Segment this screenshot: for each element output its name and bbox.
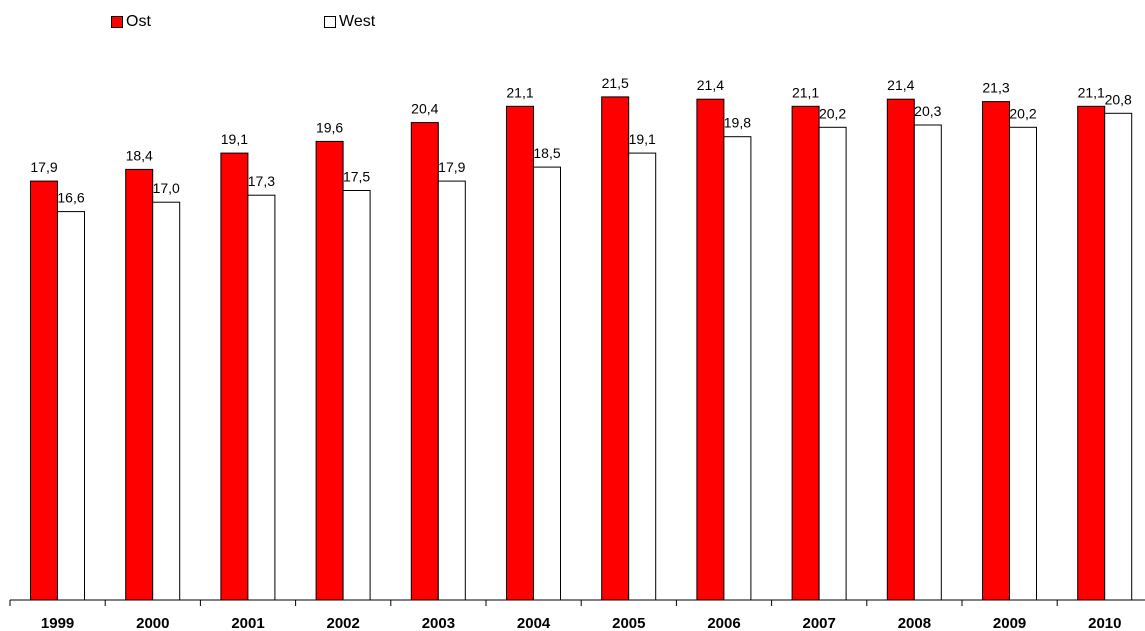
x-tick-label-2005: 2005 [612, 615, 645, 631]
data-label-west-2008: 20,3 [914, 103, 941, 119]
bar-ost-2004 [506, 105, 534, 601]
x-tick-label-2002: 2002 [327, 615, 360, 631]
bar-west-2005 [628, 152, 657, 601]
bar-west-2008 [913, 124, 942, 601]
bar-ost-2010 [1077, 105, 1106, 601]
data-label-ost-1999: 17,9 [30, 159, 57, 175]
data-label-ost-2006: 21,4 [697, 77, 724, 93]
bar-ost-2005 [601, 96, 630, 601]
legend-item-west: West [324, 12, 375, 32]
data-label-ost-2003: 20,4 [411, 101, 438, 117]
data-label-ost-2007: 21,1 [792, 84, 819, 100]
bar-ost-2007 [791, 105, 820, 601]
bar-west-2009 [1009, 126, 1037, 601]
bar-ost-2001 [220, 152, 249, 601]
data-label-ost-2010: 21,1 [1078, 84, 1105, 100]
bar-west-2003 [437, 180, 466, 601]
legend-label-ost: Ost [126, 13, 151, 30]
data-label-ost-2009: 21,3 [982, 80, 1009, 96]
bar-ost-2006 [696, 98, 725, 601]
x-tick-label-2006: 2006 [707, 615, 740, 631]
x-tick-label-2008: 2008 [898, 615, 931, 631]
bar-ost-2009 [982, 101, 1010, 601]
bar-ost-2003 [410, 122, 439, 601]
x-tick-label-2000: 2000 [136, 615, 169, 631]
bar-west-2001 [247, 194, 276, 601]
x-tick-label-2007: 2007 [803, 615, 836, 631]
legend-swatch-west [324, 16, 336, 28]
bar-west-1999 [57, 211, 85, 601]
data-label-ost-2005: 21,5 [602, 75, 629, 91]
data-label-ost-2000: 18,4 [126, 147, 153, 163]
x-tick-label-2001: 2001 [231, 615, 264, 631]
x-tick-label-2009: 2009 [993, 615, 1026, 631]
data-label-west-1999: 16,6 [57, 190, 84, 206]
bar-ost-2000 [125, 168, 154, 601]
data-label-ost-2004: 21,1 [506, 84, 533, 100]
data-label-west-2001: 17,3 [248, 173, 275, 189]
legend-item-ost: Ost [111, 12, 151, 32]
bar-west-2002 [342, 190, 371, 601]
bar-west-2000 [152, 201, 181, 601]
legend-label-west: West [339, 13, 376, 30]
data-label-west-2002: 17,5 [343, 169, 370, 185]
data-label-west-2003: 17,9 [438, 159, 465, 175]
x-tick-label-2010: 2010 [1088, 615, 1121, 631]
data-label-west-2000: 17,0 [153, 180, 180, 196]
x-tick-label-1999: 1999 [41, 615, 74, 631]
data-label-ost-2002: 19,6 [316, 119, 343, 135]
data-label-ost-2001: 19,1 [221, 131, 248, 147]
data-label-west-2009: 20,2 [1009, 105, 1036, 121]
x-tick-label-2003: 2003 [422, 615, 455, 631]
bar-ost-2002 [315, 140, 344, 601]
bar-ost-1999 [30, 180, 58, 601]
legend-swatch-ost [111, 16, 123, 28]
data-label-west-2007: 20,2 [819, 105, 846, 121]
data-label-ost-2008: 21,4 [887, 77, 914, 93]
bar-west-2007 [818, 126, 847, 601]
x-tick-label-2004: 2004 [517, 615, 551, 631]
bar-ost-2008 [886, 98, 915, 601]
data-label-west-2004: 18,5 [533, 145, 560, 161]
bar-west-2010 [1104, 112, 1133, 601]
data-label-west-2010: 20,8 [1105, 91, 1132, 107]
data-label-west-2006: 19,8 [724, 115, 751, 131]
bar-west-2004 [533, 166, 561, 601]
bar-west-2006 [723, 136, 752, 601]
data-label-west-2005: 19,1 [629, 131, 656, 147]
